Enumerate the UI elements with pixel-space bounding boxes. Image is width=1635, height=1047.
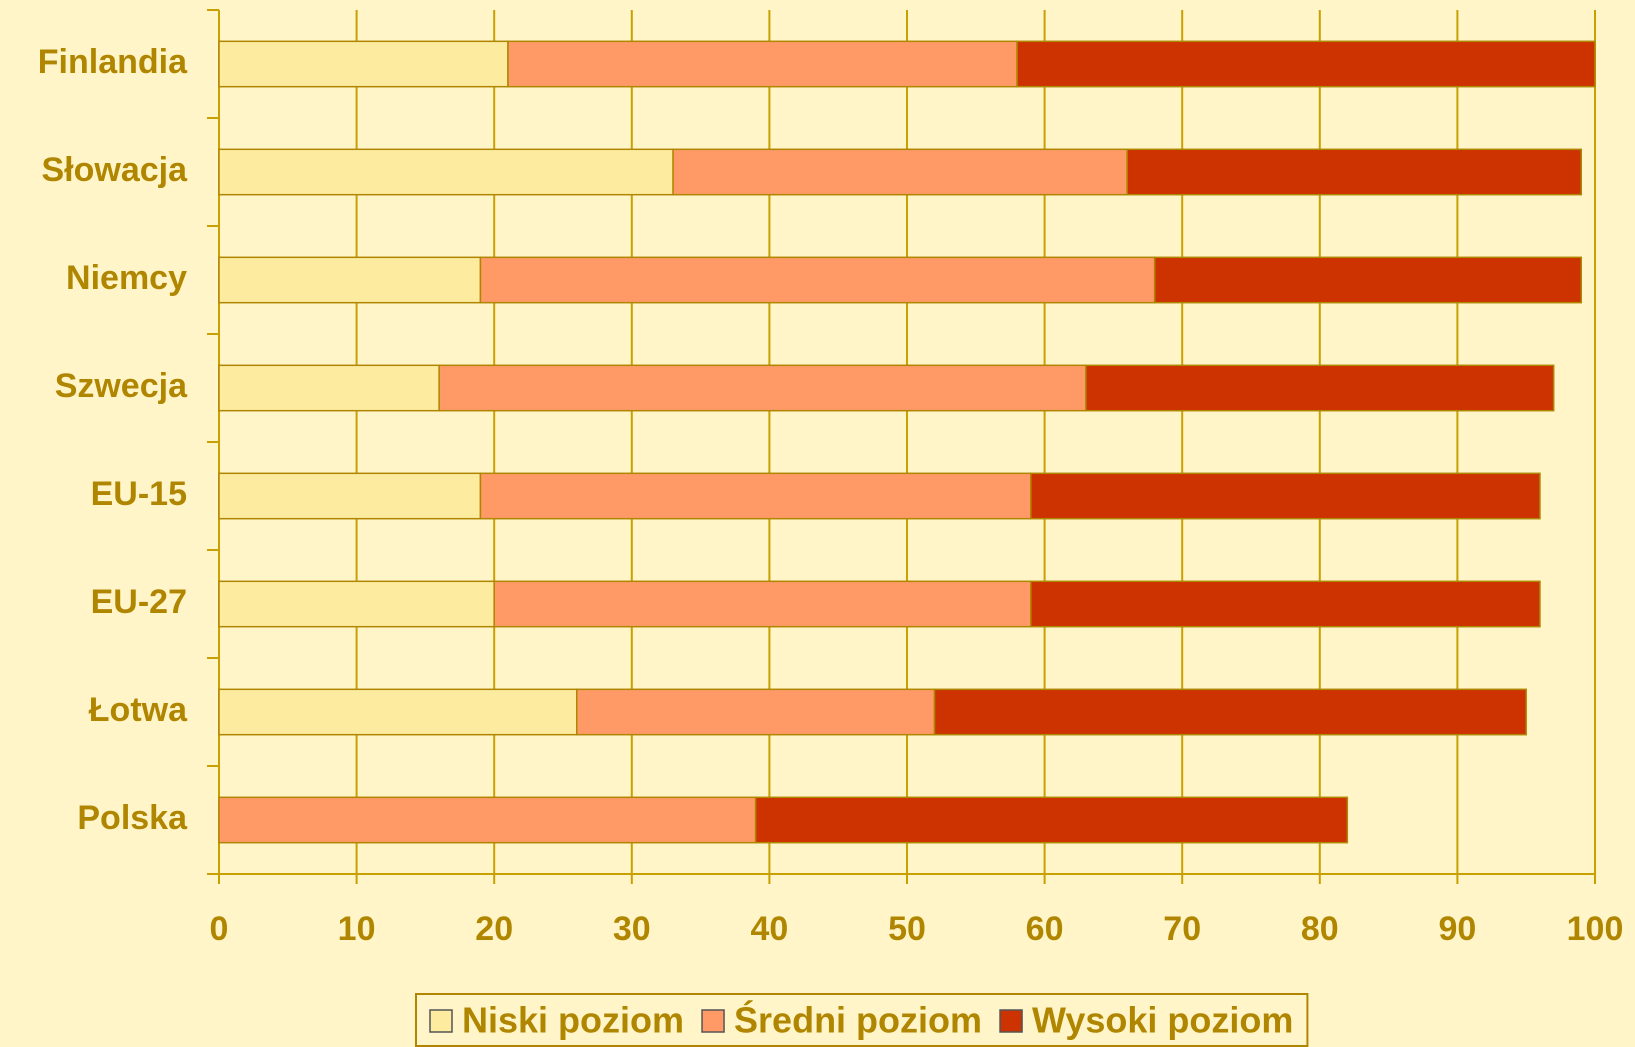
bar-segment — [218, 364, 440, 412]
x-tick-label: 60 — [1026, 910, 1064, 948]
x-tick-label: 0 — [210, 910, 229, 948]
y-tick-label: Szwecja — [55, 367, 188, 405]
y-tick-label: Finlandia — [38, 43, 188, 81]
x-tick-label: 40 — [750, 910, 788, 948]
bar-segment — [218, 472, 482, 520]
legend-label: Średni poziom — [734, 999, 982, 1041]
bar-segment — [1030, 472, 1541, 520]
x-tick-label: 10 — [338, 910, 376, 948]
bar-segment — [479, 256, 1156, 304]
x-tick-label: 100 — [1567, 910, 1624, 948]
bar-segment — [479, 472, 1032, 520]
bar-segment — [1126, 148, 1582, 196]
bar-segment — [438, 364, 1087, 412]
x-tick-label: 30 — [613, 910, 651, 948]
legend-box — [415, 993, 1309, 1047]
bar-segment — [507, 40, 1018, 88]
bar-segment — [1085, 364, 1555, 412]
y-tick-label: Łotwa — [89, 691, 188, 729]
bar-segment — [933, 688, 1527, 736]
x-tick-label: 70 — [1163, 910, 1201, 948]
bar-segment — [218, 40, 509, 88]
legend-swatch — [999, 1009, 1023, 1033]
legend-swatch — [701, 1009, 725, 1033]
y-tick-label: Polska — [77, 799, 188, 837]
bar-segment — [218, 796, 757, 844]
x-tick-label: 90 — [1438, 910, 1476, 948]
x-tick-label: 50 — [888, 910, 926, 948]
x-tick-label: 80 — [1301, 910, 1339, 948]
bar-segment — [1016, 40, 1596, 88]
y-tick-label: EU-15 — [91, 475, 187, 513]
bar-segment — [576, 688, 936, 736]
bar-segment — [1030, 580, 1541, 628]
bar-segment — [218, 580, 495, 628]
bar-segment — [493, 580, 1032, 628]
bar-segment — [754, 796, 1349, 844]
x-tick-label: 20 — [475, 910, 513, 948]
y-tick-label: Słowacja — [41, 151, 188, 189]
legend-label: Niski poziom — [462, 1000, 684, 1041]
bar-segment — [218, 688, 578, 736]
y-tick-label: Niemcy — [66, 259, 187, 297]
legend-swatch — [429, 1009, 453, 1033]
y-tick-label: EU-27 — [91, 583, 187, 621]
bar-segment — [218, 256, 482, 304]
bar-segment — [1153, 256, 1582, 304]
bar-segment — [218, 148, 674, 196]
legend-label: Wysoki poziom — [1032, 1000, 1293, 1041]
bar-segment — [672, 148, 1128, 196]
